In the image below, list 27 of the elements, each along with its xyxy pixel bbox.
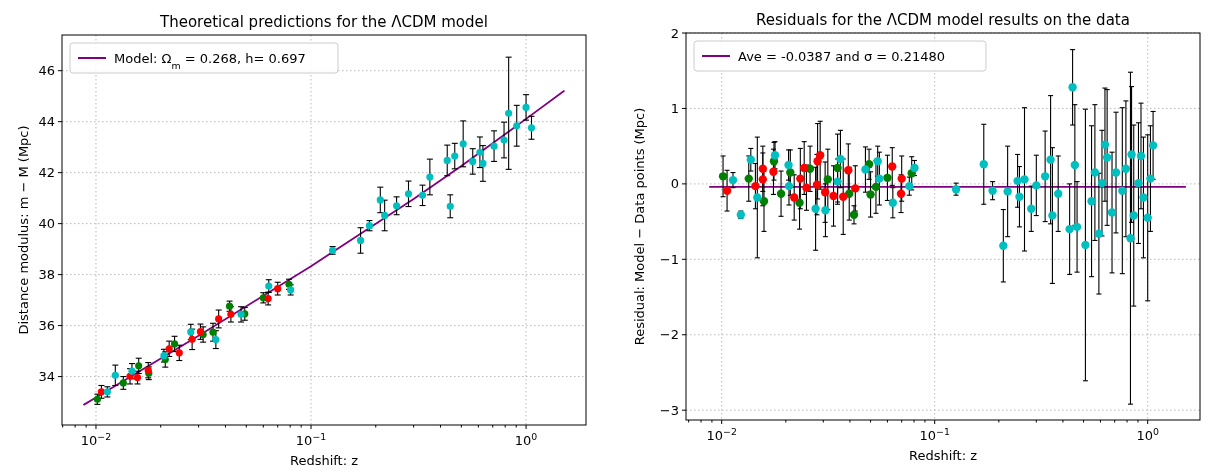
y-tick-label: 38	[38, 267, 55, 283]
x-axis-title: Redshift: z	[908, 448, 978, 463]
x-tick-label: 10$^{−2}$	[80, 430, 112, 448]
y-tick-label: −2	[659, 327, 679, 343]
y-tick-label: 40	[38, 216, 55, 232]
x-axis-title: Redshift: z	[289, 453, 359, 468]
legend-label: Ave = -0.0387 and σ = 0.21480	[738, 49, 946, 64]
x-tick-label: 10$^{−2}$	[706, 425, 737, 443]
y-axis-title: Residual: Model − Data points (Mpc)	[632, 107, 647, 346]
legend-label: Model: Ω$_{m}$ = 0.268, h= 0.697	[114, 51, 306, 71]
x-tick-label: 10$^{−1}$	[295, 430, 327, 448]
y-tick-label: 2	[670, 25, 679, 41]
y-tick-label: 36	[38, 318, 55, 334]
y-tick-label: 34	[38, 369, 55, 385]
chart-title: Residuals for the ΛCDM model results on the data	[756, 11, 1130, 29]
y-tick-label: 46	[38, 63, 55, 79]
y-tick-label: 0	[670, 176, 679, 192]
x-tick-label: 10$^{0}$	[1136, 425, 1159, 443]
y-tick-label: −3	[659, 402, 679, 418]
y-tick-label: 42	[38, 165, 55, 181]
y-tick-label: −1	[659, 251, 679, 267]
x-tick-label: 10$^{−1}$	[919, 425, 950, 443]
y-axis-title: Distance modulus: m − M (Mpc)	[16, 125, 31, 335]
y-tick-label: 1	[670, 100, 679, 116]
y-tick-label: 44	[38, 114, 55, 130]
x-tick-label: 10$^{0}$	[514, 430, 538, 448]
chart-title: Theoretical predictions for the ΛCDM model	[159, 13, 488, 31]
